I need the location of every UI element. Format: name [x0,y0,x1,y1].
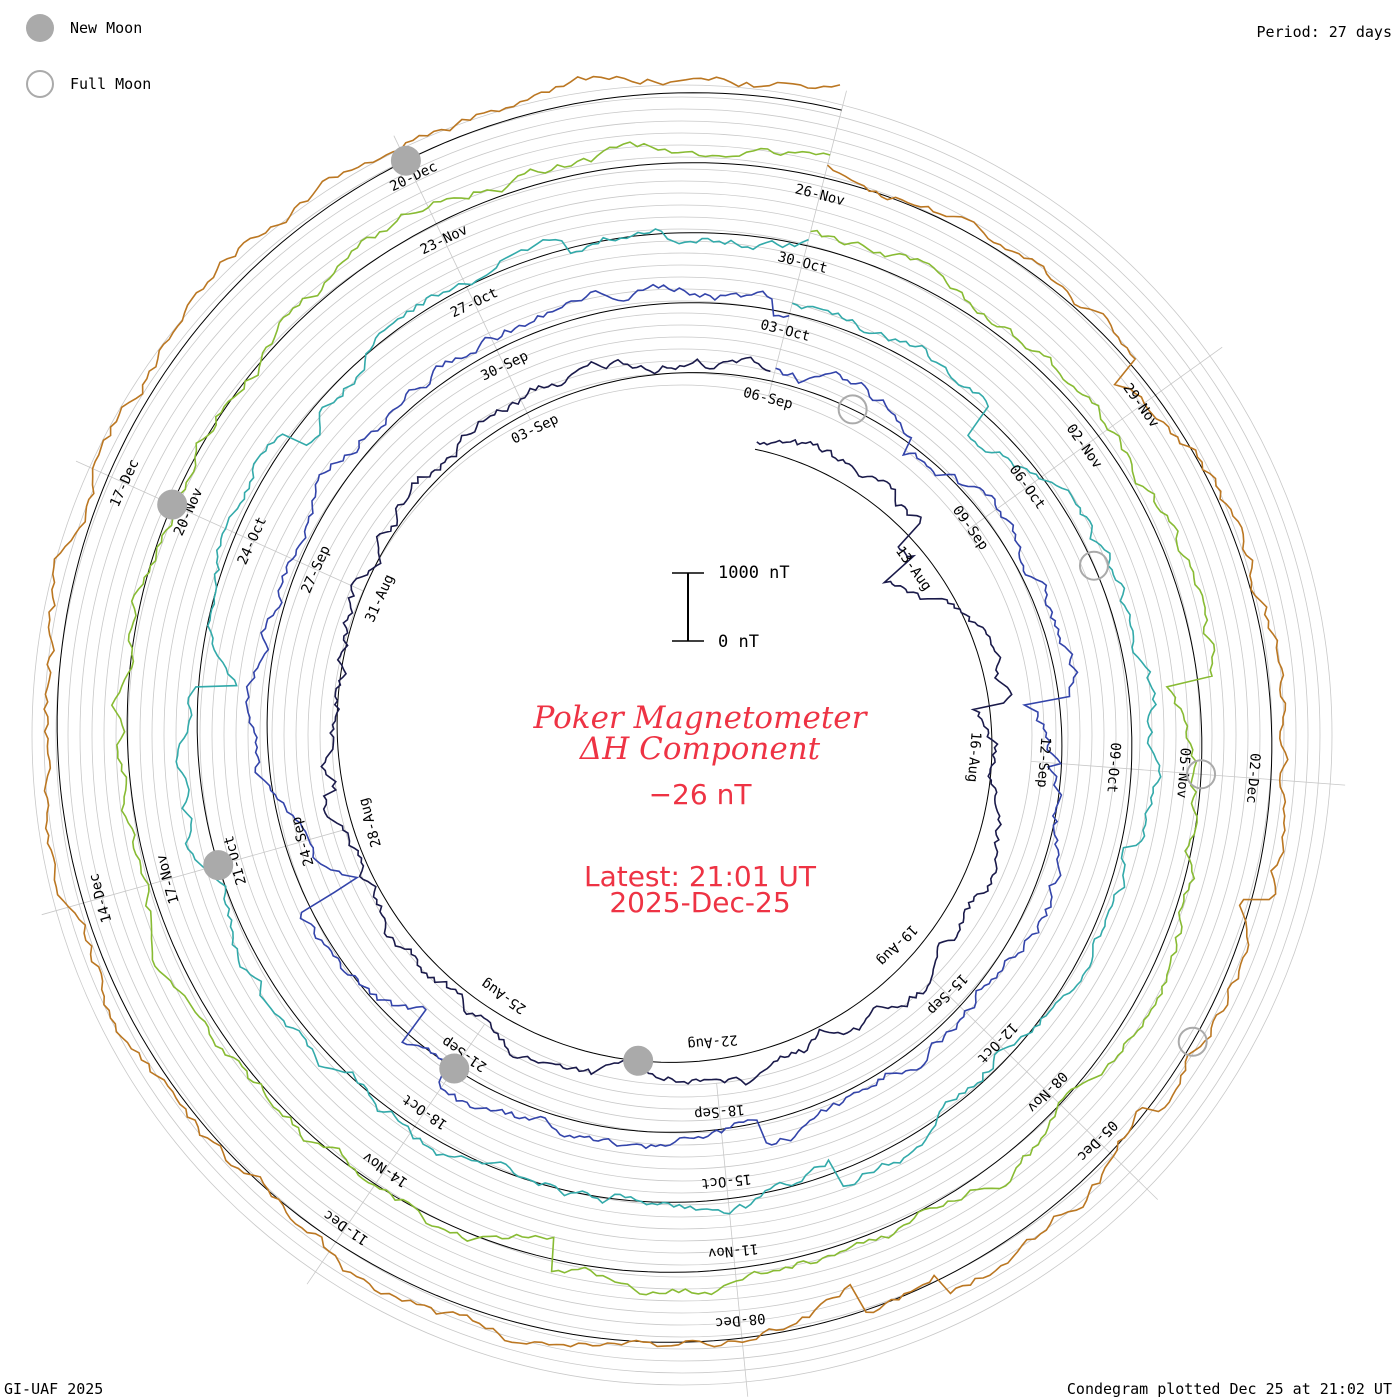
grid-ring [163,216,1201,1254]
new-moon-marker [203,850,234,881]
grid-ring [43,96,1321,1374]
trace-4 [110,141,1216,1296]
new-moon-marker [439,1053,470,1084]
date-label: 09-Sep [949,503,992,553]
date-label: 11-Nov [707,1240,759,1261]
radial-spoke [41,829,346,916]
trace-5 [43,75,1289,1348]
grid-ring [79,132,1285,1338]
grid-ring [199,252,1165,1218]
grid-ring [283,336,1081,1134]
baseline-spiral [56,92,1273,1343]
date-label: 29-Nov [1120,380,1163,430]
date-label: 03-Oct [759,317,812,345]
date-label: 16-Aug [964,731,984,783]
date-label: 08-Dec [714,1310,766,1331]
grid-ring [223,276,1141,1194]
grid-ring [259,312,1105,1158]
grid-ring [127,180,1237,1290]
scale-bar [672,572,704,642]
new-moon-marker [157,489,188,520]
date-label: 27-Sep [298,543,333,596]
grid-ring [103,156,1261,1314]
grid-ring [187,240,1177,1230]
date-label: 18-Sep [693,1101,745,1122]
latest-time: Latest: 21:01 UT [583,860,817,893]
grid-ring [55,108,1309,1362]
date-label: 31-Aug [362,572,397,625]
latest-date: 2025-Dec-25 [609,886,791,919]
full-moon-marker [837,394,868,425]
date-label: 15-Sep [924,970,971,1017]
chart-subtitle: ΔH Component [579,731,821,767]
grid-ring [175,228,1189,1242]
date-label: 14-Nov [360,1148,411,1190]
scale-top-label: 1000 nT [718,563,790,583]
new-moon-label: New Moon [70,19,143,37]
radial-spoke [932,979,1159,1200]
radial-spokes [41,90,1346,1397]
date-label: 22-Aug [687,1031,739,1052]
date-label: 12-Sep [1034,737,1054,789]
radial-spoke [393,135,531,420]
data-traces [43,75,1289,1348]
radial-spoke [716,1083,749,1397]
date-label: 09-Oct [1103,742,1123,794]
date-label: 17-Dec [107,457,142,510]
full-moon-label: Full Moon [70,75,152,93]
date-label: 02-Dec [1243,752,1263,804]
current-value: −26 nT [648,778,752,811]
date-label: 25-Aug [478,975,529,1017]
trace-3 [175,228,1162,1215]
grid-ring [271,324,1093,1146]
period-label: Period: 27 days [1256,23,1392,41]
footer-plotted: Condegram plotted Dec 25 at 21:02 UT [1066,1380,1392,1398]
date-label: 15-Oct [700,1170,752,1191]
new-moon-marker [390,145,421,176]
date-label: 03-Sep [509,411,562,447]
new-moon-marker [623,1045,654,1076]
full-moon-marker [1078,550,1109,581]
grid-ring [67,120,1297,1350]
grid-ring [307,360,1057,1110]
ring-grid [31,84,1333,1386]
date-label: 26-Nov [793,181,846,209]
date-label: 19-Aug [874,921,921,968]
radial-spoke [768,90,847,396]
grid-ring [295,348,1069,1122]
date-label: 27-Oct [448,285,501,321]
radial-spoke [966,346,1223,532]
date-label: 06-Sep [741,385,794,413]
date-label: 30-Oct [776,249,829,277]
date-label: 24-Oct [235,515,270,568]
date-label: 11-Dec [321,1206,372,1248]
date-label: 02-Nov [1063,421,1106,471]
full-moon-marker [1186,759,1217,790]
baseline-circles [56,92,1273,1343]
radial-spoke [75,460,364,592]
full-moon-marker [1177,1026,1208,1057]
legend-full-moon: Full Moon [26,69,151,99]
scale-bottom-label: 0 nT [718,632,759,652]
trace-2 [245,283,1079,1150]
date-label: 05-Nov [1173,747,1193,799]
grid-ring [247,300,1117,1170]
grid-ring [115,168,1249,1302]
legend-new-moon: New Moon [26,13,142,43]
trace-1 [320,356,1013,1086]
chart-title: Poker Magnetometer [533,700,867,736]
grid-ring [31,84,1333,1386]
moon-markers [157,145,1217,1084]
grid-ring [211,264,1153,1206]
grid-ring [151,204,1213,1266]
footer-credit: GI-UAF 2025 [4,1380,104,1398]
new-moon-icon [26,14,54,42]
grid-ring [139,192,1225,1278]
full-moon-icon [26,70,54,98]
